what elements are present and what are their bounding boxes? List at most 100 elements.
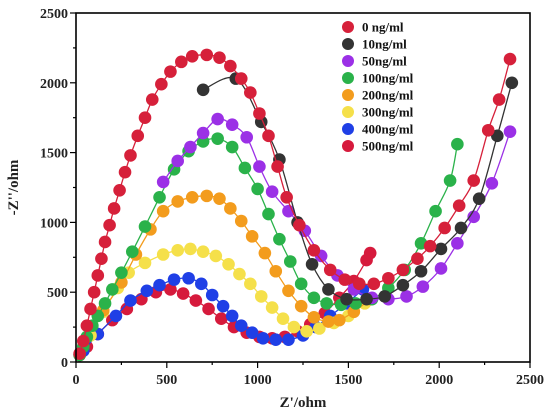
data-point xyxy=(276,312,290,326)
data-point xyxy=(322,315,335,328)
data-point xyxy=(234,319,248,333)
legend-marker xyxy=(342,89,354,101)
legend-item: 500ng/ml xyxy=(342,139,414,154)
data-point xyxy=(171,195,184,208)
data-point xyxy=(287,320,301,334)
data-point xyxy=(124,149,137,162)
data-point xyxy=(294,299,308,313)
y-tick-label: 1000 xyxy=(40,216,68,231)
legend-item: 100ng/ml xyxy=(342,71,414,86)
series-line xyxy=(202,76,513,301)
data-point xyxy=(234,72,248,85)
series-4 xyxy=(96,189,377,328)
legend-item: 200ng/ml xyxy=(342,88,414,103)
data-point xyxy=(185,49,199,63)
data-point xyxy=(333,313,346,327)
y-tick-label: 1500 xyxy=(40,147,68,162)
data-point xyxy=(185,190,199,204)
data-point xyxy=(300,324,313,338)
data-point xyxy=(171,244,184,257)
data-point xyxy=(307,244,321,257)
data-point xyxy=(282,284,295,298)
legend-item: 0 ng/ml xyxy=(342,20,404,35)
data-point xyxy=(213,51,226,64)
data-point xyxy=(164,65,177,78)
data-point xyxy=(138,256,152,270)
legend-marker xyxy=(342,55,354,67)
data-point xyxy=(434,262,448,275)
data-point xyxy=(125,245,139,259)
data-point xyxy=(98,297,112,310)
data-point xyxy=(200,189,214,203)
data-point xyxy=(323,263,337,277)
legend-label: 100ng/ml xyxy=(362,71,414,86)
data-point xyxy=(109,309,123,323)
data-point xyxy=(211,132,224,145)
data-point xyxy=(216,299,230,313)
data-point xyxy=(184,140,197,154)
data-point xyxy=(492,93,506,106)
data-point xyxy=(140,284,154,298)
series-layer xyxy=(73,48,519,362)
legend-label: 10ng/ml xyxy=(362,37,407,52)
data-point xyxy=(214,312,228,326)
y-tick-label: 0 xyxy=(61,356,68,371)
legend-marker xyxy=(342,140,354,152)
x-tick-label: 2500 xyxy=(516,373,544,388)
data-point xyxy=(262,207,275,221)
data-point xyxy=(338,273,352,286)
x-tick-label: 1500 xyxy=(334,373,362,388)
data-point xyxy=(106,283,119,296)
data-point xyxy=(454,221,468,235)
y-tick-label: 2000 xyxy=(40,77,68,92)
data-point xyxy=(503,52,517,66)
data-point xyxy=(491,129,504,143)
data-point xyxy=(196,83,210,97)
data-point xyxy=(280,190,293,204)
data-point xyxy=(213,192,226,205)
y-axis-title: -Z''/ohm xyxy=(6,159,22,215)
data-point xyxy=(282,333,295,346)
data-point xyxy=(293,218,306,232)
data-point xyxy=(481,123,495,137)
axes: 0 500 1000 1500 2000 2500 0 500 1000 1500 2000 2500 xyxy=(40,7,544,388)
data-point xyxy=(265,185,279,198)
data-point xyxy=(340,292,353,306)
data-point xyxy=(225,118,239,131)
data-point xyxy=(184,242,197,256)
data-point xyxy=(273,232,286,246)
legend-item: 50ng/ml xyxy=(342,54,407,69)
data-point xyxy=(258,246,272,260)
data-point xyxy=(240,130,254,144)
data-point xyxy=(131,129,145,143)
data-point xyxy=(451,137,464,151)
series-0 xyxy=(73,48,517,360)
data-point xyxy=(196,245,210,259)
legend-marker xyxy=(342,72,354,84)
data-point xyxy=(322,283,335,296)
data-point xyxy=(269,333,283,346)
data-point xyxy=(167,273,181,286)
legend-marker xyxy=(342,106,354,118)
data-point xyxy=(360,292,373,306)
data-point xyxy=(307,291,321,305)
legend-item: 10ng/ml xyxy=(342,37,407,52)
data-point xyxy=(429,204,442,218)
data-point xyxy=(222,257,235,271)
series-3 xyxy=(73,132,464,362)
data-point xyxy=(176,287,190,300)
data-point xyxy=(164,283,177,296)
data-point xyxy=(225,140,239,154)
legend: 0 ng/ml 10ng/ml 50ng/ml 100ng/ml 200ng/ml 300… xyxy=(342,20,414,154)
data-point xyxy=(153,190,166,204)
data-point xyxy=(200,48,214,62)
data-point xyxy=(378,290,392,303)
data-point xyxy=(472,192,486,205)
data-point xyxy=(113,183,126,197)
data-point xyxy=(156,248,170,261)
data-point xyxy=(182,271,195,285)
legend-label: 0 ng/ml xyxy=(362,20,404,35)
y-tick-label: 2500 xyxy=(40,7,68,22)
data-point xyxy=(233,267,246,281)
data-point xyxy=(416,280,430,293)
